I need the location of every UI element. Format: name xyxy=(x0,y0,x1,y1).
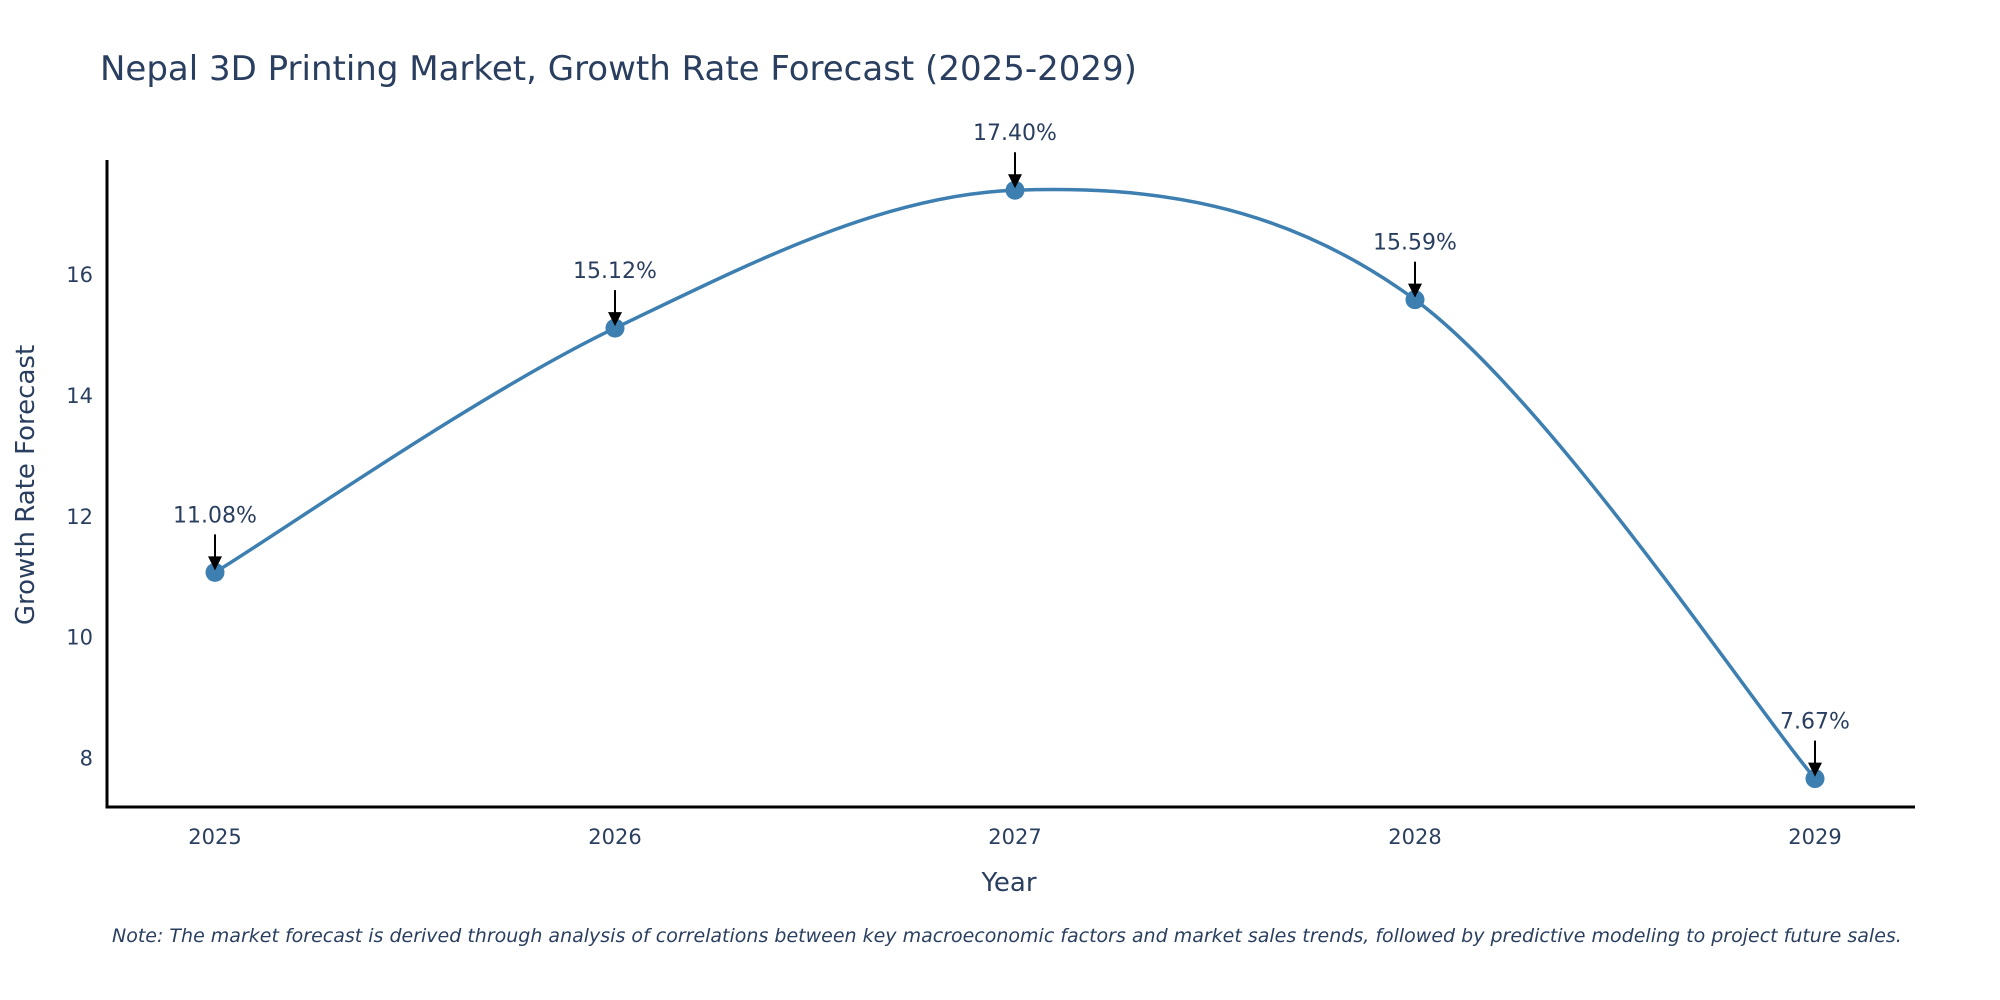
x-tick-label: 2026 xyxy=(588,825,641,849)
annotation-arrow-head xyxy=(1008,174,1022,189)
x-tick-label: 2029 xyxy=(1788,825,1841,849)
x-tick-label: 2028 xyxy=(1388,825,1441,849)
data-label: 17.40% xyxy=(973,121,1057,146)
data-point xyxy=(205,562,225,582)
data-point xyxy=(1005,180,1025,200)
data-label: 15.12% xyxy=(573,259,657,284)
y-tick-label: 8 xyxy=(80,747,93,771)
data-point xyxy=(1805,769,1825,789)
data-label: 11.08% xyxy=(173,503,257,528)
y-tick-label: 12 xyxy=(66,505,93,529)
annotation-arrow-head xyxy=(608,312,622,327)
plot-area: 8 10 12 14 16 2025 2026 2027 2028 2029 11.08% 15.12… xyxy=(66,121,1915,849)
series-line xyxy=(214,187,1817,780)
x-axis-title: Year xyxy=(980,868,1036,898)
y-tick-label: 10 xyxy=(66,626,93,650)
y-tick-label: 14 xyxy=(66,384,93,408)
x-tick-label: 2025 xyxy=(188,825,241,849)
footnote: Note: The market forecast is derived thr… xyxy=(112,925,1902,947)
chart-title: Nepal 3D Printing Market, Growth Rate Fo… xyxy=(100,49,1137,89)
data-label: 7.67% xyxy=(1780,710,1850,735)
y-axis-title: Growth Rate Forecast xyxy=(11,345,41,625)
annotation-arrow-head xyxy=(1408,283,1422,298)
data-point xyxy=(1405,290,1425,310)
data-label: 15.59% xyxy=(1373,231,1457,256)
annotation-arrow-head xyxy=(208,556,222,571)
y-tick-label: 16 xyxy=(66,263,93,287)
annotation-arrow-head xyxy=(1808,762,1822,777)
data-point xyxy=(605,318,625,338)
x-tick-label: 2027 xyxy=(988,825,1041,849)
